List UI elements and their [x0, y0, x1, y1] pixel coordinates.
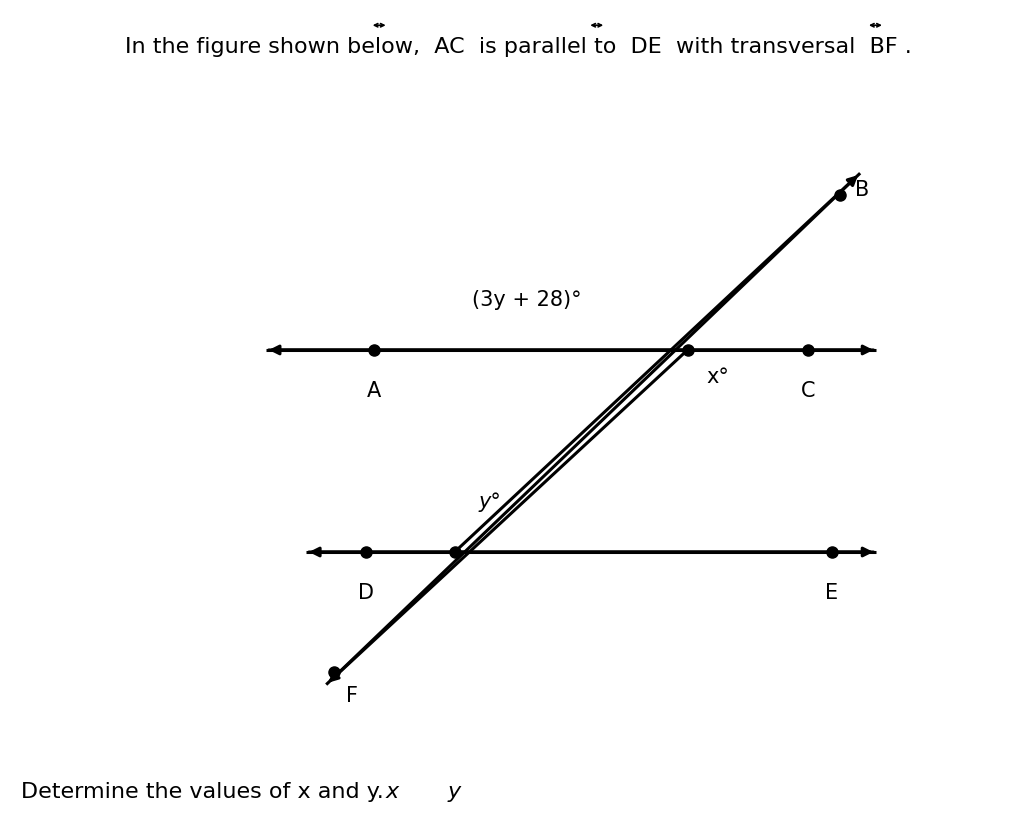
- Text: y°: y°: [479, 491, 501, 511]
- Text: Determine the values of x and y.: Determine the values of x and y.: [21, 781, 383, 801]
- Text: A: A: [367, 381, 381, 400]
- Text: C: C: [801, 381, 815, 400]
- Text: x: x: [385, 781, 399, 801]
- Text: y: y: [448, 781, 461, 801]
- Text: In the figure shown below,  AC  is parallel to  DE  with transversal  BF .: In the figure shown below, AC is paralle…: [124, 37, 912, 57]
- Text: D: D: [358, 582, 374, 603]
- Text: F: F: [346, 685, 358, 704]
- Text: B: B: [855, 179, 869, 200]
- Text: E: E: [826, 582, 838, 603]
- Text: (3y + 28)°: (3y + 28)°: [472, 290, 582, 310]
- Text: x°: x°: [706, 366, 729, 387]
